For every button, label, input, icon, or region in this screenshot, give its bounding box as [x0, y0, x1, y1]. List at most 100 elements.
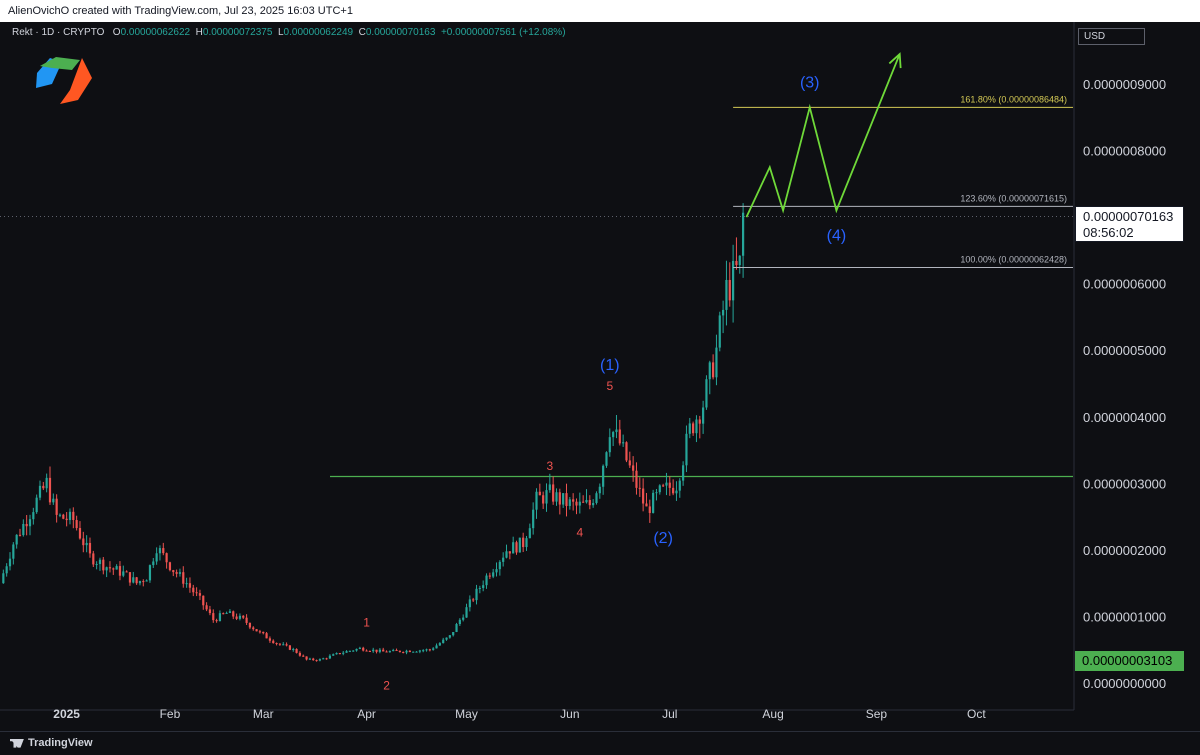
price-axis-tick: 0.0000003000: [1083, 476, 1166, 491]
candle-body: [598, 486, 601, 494]
candle-body: [492, 572, 495, 577]
candle-body: [128, 572, 132, 583]
candle-body: [498, 561, 501, 570]
candle-body: [195, 592, 198, 594]
tradingview-brand: TradingView: [28, 737, 93, 749]
candle-body: [458, 619, 461, 625]
candle-body: [138, 581, 142, 584]
currency-selector[interactable]: USD: [1078, 28, 1145, 45]
candle-body: [362, 647, 365, 651]
price-chart[interactable]: 161.80% (0.00000086484) 123.60% (0.000000…: [0, 22, 1200, 731]
candle-body: [182, 572, 185, 584]
candle-body: [22, 523, 25, 536]
elliott-wave-label: (2): [653, 530, 673, 547]
candle-body: [218, 613, 222, 622]
candle-body: [722, 309, 725, 316]
candle-body: [232, 611, 235, 617]
candle-body: [388, 651, 391, 653]
candle-body: [658, 485, 661, 493]
candle-body: [675, 490, 678, 494]
candle-body: [95, 564, 98, 566]
candle-body: [702, 407, 705, 424]
time-axis-tick: 2025: [53, 707, 80, 721]
candle-body: [398, 650, 401, 652]
candle-body: [378, 649, 381, 652]
chart-credit: AlienOvichO created with TradingView.com…: [8, 5, 353, 17]
candle-body: [625, 442, 628, 461]
candle-body: [405, 650, 408, 653]
candle-body: [742, 212, 745, 256]
candle-body: [48, 477, 52, 503]
candle-body: [558, 492, 561, 505]
candle-body: [595, 493, 598, 503]
candle-body: [648, 506, 651, 513]
candle-body: [482, 585, 485, 588]
candle-body: [258, 631, 262, 633]
candle-body: [332, 654, 335, 656]
candle-body: [335, 653, 338, 655]
candle-body: [705, 379, 708, 408]
candle-body: [208, 609, 212, 614]
candle-body: [602, 465, 605, 487]
open-value: 0.00000062622: [120, 27, 191, 38]
candle-body: [605, 452, 608, 466]
candle-body: [58, 514, 62, 516]
candle-body: [212, 613, 215, 621]
chart-credit-bar: AlienOvichO created with TradingView.com…: [0, 0, 1200, 22]
candle-body: [695, 419, 698, 434]
price-axis-tick: 0.0000001000: [1083, 609, 1166, 624]
candle-body: [578, 501, 581, 506]
price-axis-tick: 0.0000000000: [1083, 676, 1166, 691]
candle-body: [642, 488, 645, 504]
candle-body: [325, 658, 328, 660]
candle-body: [82, 538, 85, 546]
logo-orange-segment: [60, 58, 92, 104]
candle-body: [315, 660, 318, 662]
candle-body: [708, 362, 711, 380]
candle-body: [552, 484, 555, 502]
candle-body: [45, 477, 48, 489]
candle-body: [582, 501, 585, 503]
candle-body: [592, 502, 595, 506]
candle-body: [425, 649, 428, 651]
candle-body: [725, 279, 728, 310]
candle-body: [488, 575, 491, 577]
candle-body: [368, 651, 371, 653]
tradingview-logo[interactable]: TradingView: [10, 737, 93, 749]
candle-body: [242, 615, 245, 618]
candle-body: [685, 433, 688, 466]
candle-body: [475, 588, 478, 601]
fib-level-label: 161.80% (0.00000086484): [960, 94, 1067, 104]
candle-body: [55, 498, 58, 515]
candle-body: [158, 548, 162, 554]
candle-body: [85, 542, 88, 546]
candle-body: [165, 553, 168, 563]
symbol-info-bar: Rekt · 1D · CRYPTO O0.00000062622 H0.000…: [12, 27, 566, 38]
candle-body: [465, 607, 468, 618]
symbol-name[interactable]: Rekt · 1D · CRYPTO: [12, 27, 105, 38]
elliott-wave-label: (3): [800, 74, 820, 91]
candle-body: [225, 612, 228, 614]
candle-body: [415, 651, 418, 653]
candle-body: [652, 492, 655, 513]
candle-body: [688, 423, 691, 434]
time-axis-tick: Mar: [253, 707, 274, 721]
candle-body: [662, 485, 665, 487]
candle-body: [215, 620, 218, 622]
sub-wave-label: 4: [576, 526, 583, 540]
candle-body: [262, 631, 265, 634]
candle-body: [738, 255, 741, 266]
candle-body: [18, 534, 22, 536]
fib-level-label: 100.00% (0.00000062428): [960, 255, 1067, 265]
candle-body: [152, 561, 155, 566]
candle-body: [205, 605, 208, 610]
candle-body: [495, 569, 498, 573]
price-axis-tick: 0.0000005000: [1083, 343, 1166, 358]
time-axis-tick: May: [455, 707, 478, 721]
rekt-logo-icon: [36, 57, 92, 104]
candle-body: [8, 558, 12, 567]
candle-body: [502, 557, 505, 562]
candle-body: [268, 638, 272, 641]
candle-body: [238, 615, 242, 619]
candle-body: [432, 648, 435, 650]
